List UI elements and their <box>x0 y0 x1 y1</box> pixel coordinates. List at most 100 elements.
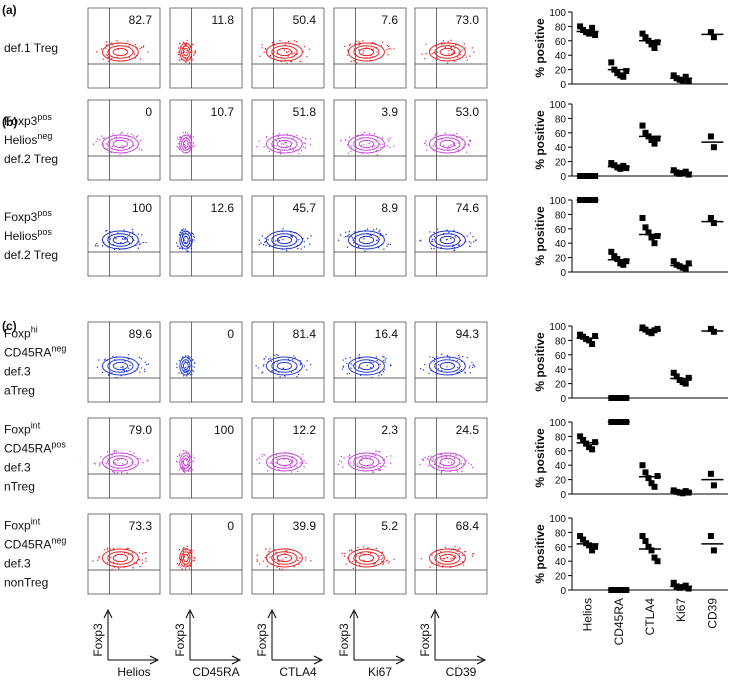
event-dot <box>178 469 180 471</box>
event-dot <box>381 143 383 145</box>
event-dot <box>107 547 109 549</box>
flow-panel <box>251 417 325 499</box>
event-dot <box>96 366 99 368</box>
contour <box>439 139 456 149</box>
row-label: def.1 Treg <box>4 41 58 55</box>
event-dot <box>432 356 434 359</box>
event-dot <box>108 56 110 58</box>
event-dot <box>274 354 276 357</box>
flow-x-axis-label: Helios <box>117 665 150 679</box>
flow-x-axis-label: CD45RA <box>192 665 239 679</box>
data-point <box>685 260 692 267</box>
event-dot <box>180 566 182 568</box>
event-dot <box>282 228 284 230</box>
event-dot <box>184 355 187 357</box>
event-dot <box>454 145 457 147</box>
event-dot <box>269 462 272 464</box>
event-dot <box>289 147 291 150</box>
row-label-text: CD45RA <box>4 538 51 552</box>
event-dot <box>264 48 267 50</box>
percentage: 82.7 <box>129 13 153 27</box>
contour <box>347 134 385 154</box>
event-dot <box>433 463 436 466</box>
event-dot <box>463 143 465 145</box>
event-dot <box>112 471 115 473</box>
event-dot <box>274 240 277 242</box>
percentage: 74.6 <box>456 201 480 215</box>
event-dot <box>108 151 110 153</box>
data-point <box>623 68 630 75</box>
event-dot <box>467 143 469 145</box>
event-dot <box>104 358 107 360</box>
contour <box>112 235 129 245</box>
y-tick-label: 100 <box>549 322 566 333</box>
event-dot <box>340 461 343 463</box>
y-tick-label: 100 <box>549 514 566 525</box>
flow-panel <box>333 195 407 277</box>
event-dot <box>273 57 275 59</box>
event-dot <box>355 555 358 557</box>
event-dot <box>187 470 190 473</box>
event-dot <box>426 149 428 151</box>
event-dot <box>258 462 260 464</box>
flow-panel <box>169 417 243 499</box>
event-dot <box>188 355 190 358</box>
event-dot <box>355 62 358 64</box>
contour <box>358 235 375 245</box>
event-dot <box>189 356 191 359</box>
x-tick-label: Helios <box>581 598 595 631</box>
contour <box>271 233 298 247</box>
row-label-text: CD45RA <box>4 442 51 456</box>
flow-panel <box>87 321 161 403</box>
event-dot <box>366 228 369 230</box>
event-dot <box>266 470 269 472</box>
event-dot <box>430 247 433 250</box>
event-dot <box>193 559 196 562</box>
event-dot <box>97 245 99 247</box>
event-dot <box>176 455 179 458</box>
arrow-head <box>267 608 277 619</box>
contour <box>112 47 129 57</box>
event-dot <box>128 45 130 47</box>
event-dot <box>105 54 108 56</box>
event-dot <box>193 236 196 238</box>
data-point <box>651 45 658 51</box>
contour <box>428 548 466 568</box>
row-label: def.3 <box>4 557 31 571</box>
event-dot <box>263 358 265 360</box>
event-dot <box>376 51 378 53</box>
event-dot <box>346 235 349 237</box>
event-dot <box>462 463 465 465</box>
event-dot <box>393 145 395 147</box>
event-dot <box>185 459 188 462</box>
flow-x-axis-label: CD39 <box>446 665 477 679</box>
data-point <box>648 234 655 241</box>
event-dot <box>389 137 391 139</box>
event-dot <box>305 369 308 371</box>
event-dot <box>186 545 189 548</box>
event-dot <box>349 357 351 359</box>
contour <box>265 548 303 568</box>
event-dot <box>344 236 347 238</box>
event-dot <box>106 548 109 550</box>
event-dot <box>269 54 272 57</box>
event-dot <box>346 144 349 146</box>
event-dot <box>132 231 134 233</box>
event-dot <box>469 232 472 234</box>
event-dot <box>381 551 383 554</box>
event-dot <box>261 372 263 374</box>
event-dot <box>186 564 188 567</box>
row-label-sup: int <box>31 517 41 527</box>
event-dot <box>382 371 385 373</box>
event-dot <box>184 145 186 147</box>
event-dot <box>289 464 292 467</box>
event-dot <box>124 360 126 362</box>
event-dot <box>106 451 109 453</box>
event-dot <box>368 133 371 135</box>
event-dot <box>379 143 381 145</box>
contour <box>439 235 456 245</box>
event-dot <box>190 134 193 136</box>
percentage: 51.8 <box>293 105 317 119</box>
event-dot <box>390 365 392 367</box>
event-dot <box>453 249 456 252</box>
